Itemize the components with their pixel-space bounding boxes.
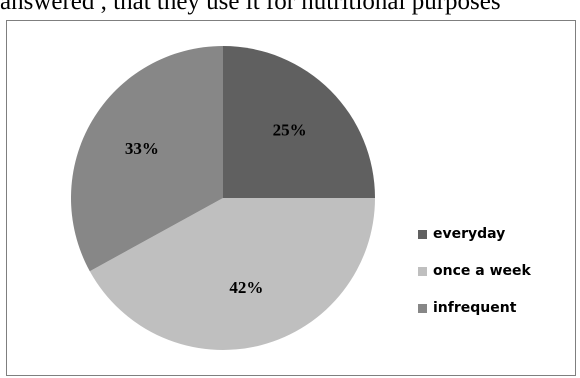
legend-item-infrequent: infrequent: [418, 298, 531, 318]
chart-legend: everyday once a week infrequent: [418, 224, 531, 335]
legend-item-everyday: everyday: [418, 224, 531, 244]
legend-label-everyday: everyday: [433, 226, 506, 242]
data-label-once-a-week: 42%: [229, 278, 263, 297]
legend-label-infrequent: infrequent: [433, 300, 517, 316]
truncated-caption-text: answered , that they use it for nutritio…: [0, 0, 501, 15]
legend-swatch-everyday: [418, 229, 427, 239]
pie-slice-once-a-week: [89, 198, 375, 351]
legend-swatch-infrequent: [418, 303, 427, 313]
pie-slice-infrequent: [70, 45, 224, 272]
pie-slice-everyday: [223, 46, 375, 198]
legend-swatch-once-a-week: [418, 266, 427, 276]
data-label-infrequent: 33%: [125, 139, 159, 158]
legend-label-once-a-week: once a week: [433, 263, 531, 279]
data-label-everyday: 25%: [273, 120, 307, 139]
legend-item-once-a-week: once a week: [418, 261, 531, 281]
